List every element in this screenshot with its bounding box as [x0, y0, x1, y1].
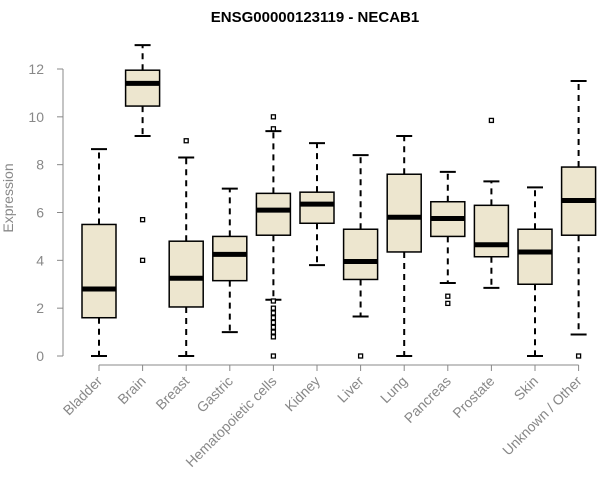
- outlier-point: [445, 293, 451, 299]
- y-tick-label: 4: [36, 252, 44, 268]
- x-tick-label: Kidney: [282, 373, 324, 415]
- box-group: [473, 117, 510, 289]
- outlier-point: [183, 138, 189, 144]
- box-iqr: [473, 204, 510, 258]
- box-group: [517, 186, 553, 357]
- outlier-point: [139, 257, 146, 263]
- outlier-point: [270, 334, 277, 340]
- outlier-point: [270, 305, 277, 311]
- box-iqr: [517, 228, 553, 286]
- x-tick-label: Gastric: [193, 373, 236, 416]
- x-tick-label: Breast: [152, 373, 192, 413]
- x-tick-label: Skin: [511, 373, 542, 404]
- outlier-point: [357, 353, 364, 359]
- box-group: [255, 114, 292, 359]
- y-tick-label: 2: [36, 300, 44, 316]
- box-group: [386, 134, 422, 357]
- box-group: [299, 142, 335, 267]
- outlier-point: [139, 217, 146, 223]
- box-group: [81, 148, 117, 357]
- outlier-point: [488, 117, 495, 124]
- y-axis: 0 2 4 6 8 10 12: [28, 61, 64, 364]
- box-iqr: [168, 240, 204, 308]
- y-tick-label: 12: [28, 61, 44, 77]
- y-tick-label: 8: [36, 157, 44, 173]
- outlier-point: [270, 324, 277, 330]
- x-tick-label: Prostate: [449, 373, 497, 421]
- outlier-point: [445, 300, 451, 307]
- boxes: [81, 44, 597, 359]
- y-tick-label: 0: [36, 348, 44, 364]
- y-tick-label: 10: [28, 109, 44, 125]
- outlier-point: [270, 114, 277, 120]
- box-iqr: [342, 228, 379, 281]
- box-group: [560, 79, 597, 359]
- outlier-point: [270, 298, 277, 304]
- outlier-point: [270, 310, 277, 316]
- outlier-point: [270, 353, 277, 359]
- outlier-point: [270, 329, 277, 335]
- y-tick-label: 6: [36, 205, 44, 221]
- y-axis-title: Expression: [0, 163, 16, 232]
- box-group: [430, 170, 466, 307]
- box-group: [168, 138, 204, 357]
- x-tick-label: Pancreas: [401, 373, 454, 426]
- x-tick-label: Liver: [334, 373, 367, 406]
- x-tick-label: Lung: [377, 373, 410, 406]
- box-iqr: [124, 69, 161, 107]
- box-iqr: [81, 223, 117, 319]
- x-tick-label: Bladder: [60, 373, 106, 419]
- box-iqr: [255, 192, 292, 236]
- outlier-point: [270, 315, 277, 321]
- box-group: [212, 187, 248, 334]
- x-tick-label: Brain: [114, 373, 148, 407]
- box-iqr: [386, 173, 422, 253]
- outlier-point: [270, 319, 277, 326]
- box-group: [124, 44, 161, 263]
- outlier-point: [270, 126, 277, 132]
- box-iqr: [212, 235, 248, 282]
- box-iqr: [299, 191, 335, 225]
- box-group: [342, 154, 379, 359]
- x-tick-label: Unknown / Other: [499, 373, 585, 459]
- chart-title: ENSG00000123119 - NECAB1: [211, 9, 419, 26]
- outlier-point: [575, 353, 582, 359]
